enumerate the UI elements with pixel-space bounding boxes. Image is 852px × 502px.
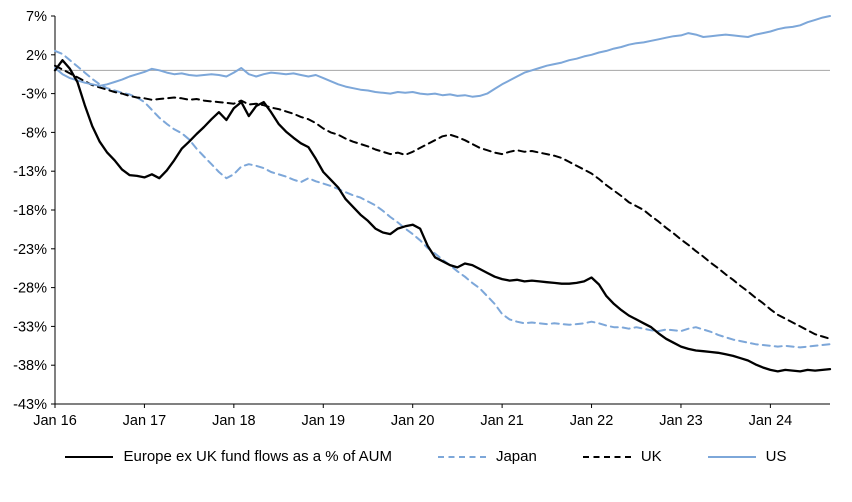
x-axis-tick-label: Jan 20 xyxy=(391,413,435,429)
series-line-europe-ex-uk-fund-flows-as-a-of-aum xyxy=(53,59,832,373)
legend-label-japan: Japan xyxy=(495,448,537,465)
x-axis-tick-label: Jan 22 xyxy=(570,413,614,429)
legend-label-uk: UK xyxy=(640,448,662,465)
y-axis-tick-label: -28% xyxy=(13,281,47,297)
x-axis-tick-label: Jan 18 xyxy=(212,413,256,429)
y-axis-tick-label: -23% xyxy=(13,242,47,258)
y-axis-tick-label: -43% xyxy=(13,397,47,413)
y-axis-tick-label: -8% xyxy=(21,125,47,141)
legend-swatch-us xyxy=(707,455,756,458)
legend-item-europe-ex-uk: Europe ex UK fund flows as a % of AUM xyxy=(65,448,392,465)
y-axis-tick-label: -33% xyxy=(13,319,47,335)
series-line-uk xyxy=(54,64,831,340)
y-axis-tick-label: 2% xyxy=(26,48,47,64)
legend-swatch-europe-ex-uk xyxy=(65,455,114,458)
series-line-us xyxy=(54,15,831,98)
x-axis-tick-label: Jan 17 xyxy=(123,413,167,429)
x-axis-tick-label: Jan 23 xyxy=(659,413,703,429)
legend-item-us: US xyxy=(707,448,787,465)
y-axis-tick-label: -18% xyxy=(13,203,47,219)
y-axis-tick-label: -3% xyxy=(21,87,47,103)
legend-label-europe-ex-uk: Europe ex UK fund flows as a % of AUM xyxy=(123,448,392,465)
legend-item-uk: UK xyxy=(582,448,662,465)
y-axis-tick-label: -13% xyxy=(13,164,47,180)
legend-swatch-japan xyxy=(437,455,486,458)
x-axis-tick-label: Jan 16 xyxy=(33,413,77,429)
legend-label-us: US xyxy=(765,448,787,465)
legend-item-japan: Japan xyxy=(437,448,537,465)
y-axis-tick-label: -38% xyxy=(13,358,47,374)
chart-canvas: 7%2%-3%-8%-13%-18%-23%-28%-33%-38%-43%Ja… xyxy=(13,9,832,429)
legend-swatch-uk xyxy=(582,455,631,458)
x-axis-tick-label: Jan 24 xyxy=(749,413,793,429)
x-axis-tick-label: Jan 21 xyxy=(480,413,524,429)
series-line-japan xyxy=(54,49,831,349)
x-axis-tick-label: Jan 19 xyxy=(301,413,345,429)
y-axis-tick-label: 7% xyxy=(26,9,47,25)
chart-legend: Europe ex UK fund flows as a % of AUM Ja… xyxy=(0,448,852,465)
